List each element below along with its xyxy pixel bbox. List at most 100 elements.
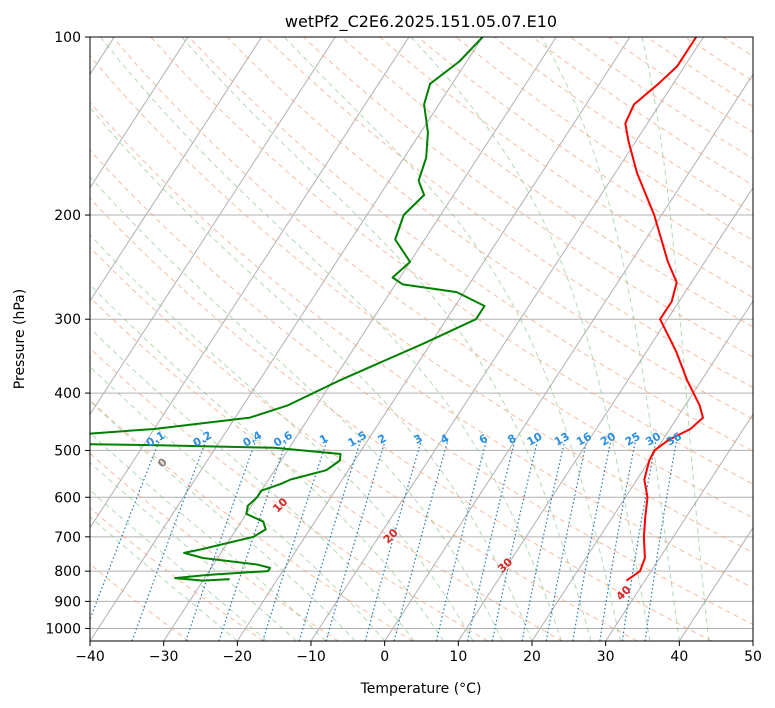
mixing-ratio-label: 2 <box>376 432 389 447</box>
x-tick-label: 30 <box>597 649 615 665</box>
guide-line-labels: 0.1 0.2 0.4 0.6 1 1.5 2 3 4 6 8 10 13 16 20 25 30 3601020… <box>144 429 684 604</box>
moist-adiabat-line <box>541 37 680 641</box>
y-tick-label: 600 <box>54 490 81 506</box>
mixing-ratio-line <box>491 439 539 641</box>
mixing-ratio-line <box>393 439 449 641</box>
mixing-ratio-line <box>466 439 516 641</box>
moist-adiabat-line <box>181 37 592 641</box>
y-tick-label: 1000 <box>45 621 81 637</box>
dry-adiabat-line <box>226 37 753 420</box>
moist-adiabat-line <box>90 284 445 641</box>
mixing-ratio-label: 3 <box>412 432 425 447</box>
chart-title: wetPf2_C2E6.2025.151.05.07.E10 <box>285 12 557 32</box>
background-guide-lines <box>90 37 775 641</box>
mixing-ratio-label: 1 <box>317 432 330 447</box>
mixing-ratio-line <box>435 439 488 641</box>
x-axis-label: Temperature (°C) <box>360 681 482 697</box>
y-axis-label: Pressure (hPa) <box>12 289 28 389</box>
mixing-ratio-label: 25 <box>623 430 643 449</box>
dry-adiabat-line <box>264 37 753 389</box>
axes: −40 −30 −20 −10 0 10 20 30 40 5010020030040050060… <box>45 30 762 665</box>
mixing-ratio-line <box>545 439 588 641</box>
mixing-ratio-label: 10 <box>525 430 545 449</box>
moist-adiabat-line <box>90 516 238 641</box>
mixing-ratio-line <box>599 439 637 641</box>
dry-adiabat-line <box>417 37 753 270</box>
moist-adiabat-line <box>90 400 356 641</box>
mixing-ratio-label: 8 <box>505 432 518 447</box>
dry-adiabat-line <box>188 37 753 452</box>
isotherm-line <box>90 37 484 641</box>
dry-adiabat-line <box>761 37 775 641</box>
y-tick-label: 800 <box>54 564 81 580</box>
dry-adiabat-line <box>90 246 638 641</box>
dry-adiabat-line <box>90 452 339 641</box>
dewpoint-line <box>90 37 486 582</box>
moist-adiabat-line <box>90 106 533 641</box>
x-tick-label: 0 <box>380 649 389 665</box>
plot-frame <box>89 36 754 642</box>
x-tick-label: 10 <box>449 649 467 665</box>
mixing-ratio-line <box>521 439 566 641</box>
x-tick-label: 20 <box>523 649 541 665</box>
isotherm-line <box>90 37 189 189</box>
mixing-ratio-label: 0.6 <box>271 429 295 450</box>
mixing-ratio-line <box>131 439 207 641</box>
mixing-ratio-label: 0.1 <box>144 429 167 450</box>
mixing-ratio-line <box>572 439 612 641</box>
x-tick-label: 40 <box>670 649 688 665</box>
dry-adiabat-line <box>493 37 753 214</box>
moist-adiabat-line <box>90 327 415 641</box>
y-tick-label: 200 <box>54 208 81 224</box>
moist-adiabat-line <box>641 37 710 641</box>
dry-adiabat-line <box>90 197 712 641</box>
moist-adiabat-line <box>90 489 268 641</box>
dry-adiabat-line <box>379 37 753 299</box>
dry-adiabat-line <box>90 149 753 625</box>
isotherm-line <box>90 37 410 529</box>
x-tick-label: −20 <box>223 649 253 665</box>
mixing-ratio-label: 1.5 <box>346 429 369 450</box>
isotherm-line <box>384 73 753 641</box>
temperature-line <box>624 37 704 582</box>
isotherm-line <box>752 640 753 641</box>
mixing-ratio-line <box>644 439 678 641</box>
mixing-ratio-line <box>364 439 423 641</box>
dry-adiabat-line <box>646 37 753 108</box>
x-tick-label: −10 <box>296 649 326 665</box>
dry-adiabat-line <box>90 507 264 641</box>
dry-adiabat-line <box>90 55 753 554</box>
profile-lines <box>90 37 704 582</box>
moist-adiabat-line <box>90 432 327 641</box>
mixing-ratio-line <box>298 439 362 641</box>
dry-adiabat-line <box>341 37 753 328</box>
x-tick-label: −30 <box>149 649 179 665</box>
moist-adiabat-line <box>410 37 651 641</box>
mixing-ratio-label: 20 <box>598 430 618 449</box>
isotherm-line <box>678 526 753 641</box>
isotherm-line <box>90 37 263 302</box>
dry-adiabat-label: 10 <box>270 495 290 515</box>
moist-adiabat-line <box>90 365 386 641</box>
moist-adiabat-line <box>90 461 297 641</box>
isotherm-line <box>457 186 753 641</box>
y-tick-label: 100 <box>54 30 81 46</box>
dry-adiabat-label: 40 <box>614 583 634 603</box>
isotherm-line <box>163 37 557 641</box>
mixing-ratio-line <box>621 439 657 641</box>
y-tick-label: 400 <box>54 386 81 402</box>
mixing-ratio-label: 16 <box>574 430 594 449</box>
dry-adiabat-line <box>90 347 488 641</box>
dry-adiabat-line <box>90 399 414 641</box>
y-tick-label: 500 <box>54 443 81 459</box>
dry-adiabat-line <box>90 296 563 641</box>
x-tick-label: −40 <box>75 649 105 665</box>
isotherm-line <box>90 37 336 416</box>
y-tick-label: 700 <box>54 530 81 546</box>
dry-adiabat-line <box>455 37 753 241</box>
moist-adiabat-line <box>90 234 474 641</box>
dry-adiabat-line <box>684 37 753 82</box>
mixing-ratio-label: 6 <box>477 431 490 446</box>
y-tick-label: 900 <box>54 594 81 610</box>
